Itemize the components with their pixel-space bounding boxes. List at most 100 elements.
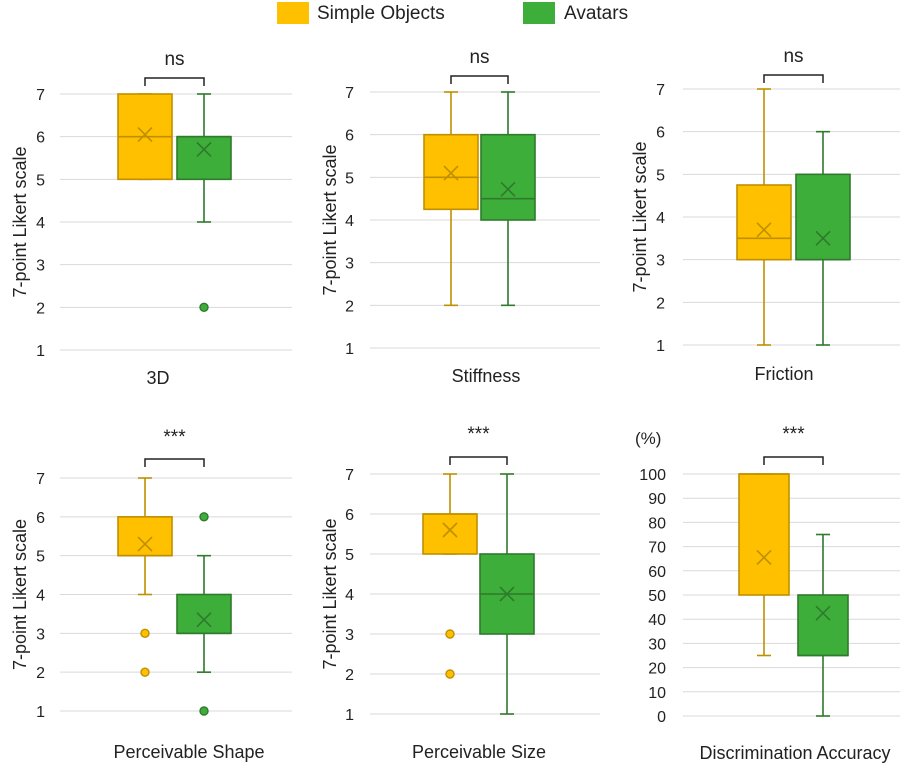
y-tick-label: 70	[648, 540, 666, 557]
panel-title: 3D	[146, 368, 169, 388]
mean-marker	[196, 612, 212, 628]
mean-marker	[137, 536, 153, 552]
box-avatars	[176, 512, 232, 716]
panel-2: 1 2 3 4 5 6 7 7-point Likert scale Friction ns	[630, 46, 900, 384]
mean-marker	[443, 165, 459, 181]
box-simple-objects	[422, 473, 478, 679]
y-tick-label: 1	[345, 707, 354, 724]
legend-label-avatars: Avatars	[564, 3, 628, 24]
significance-bracket	[763, 456, 824, 465]
outlier-point	[199, 512, 209, 522]
box-avatars	[795, 130, 851, 346]
mean-marker	[500, 181, 516, 197]
iqr-box	[422, 513, 478, 555]
outlier-point	[445, 629, 455, 639]
mean-marker	[815, 230, 831, 246]
y-tick-label: 2	[656, 295, 665, 312]
legend-label-simple-objects: Simple Objects	[317, 3, 445, 24]
y-tick-label: 3	[345, 627, 354, 644]
mean-marker	[815, 605, 831, 621]
panel-0: 1 2 3 4 5 6 7 7-point Likert scale 3D ns	[10, 49, 292, 388]
box-avatars	[176, 93, 232, 313]
significance-bracket	[144, 77, 205, 86]
y-axis-title: 7-point Likert scale	[320, 144, 340, 295]
outlier-point	[199, 302, 209, 313]
iqr-box	[795, 173, 851, 261]
y-tick-label: 10	[648, 685, 666, 702]
panel-title: Perceivable Size	[412, 742, 546, 762]
box-simple-objects	[736, 88, 792, 346]
y-tick-label: 30	[648, 636, 666, 653]
y-tick-label: 3	[656, 253, 665, 270]
y-tick-label: 1	[656, 338, 665, 355]
significance-bracket	[763, 74, 824, 83]
panel-3: 1 2 3 4 5 6 7 7-point Likert scale Perceivable S…	[10, 427, 292, 762]
panel-4: 1 2 3 4 5 6 7 7-point Likert scale Perceivable S…	[320, 424, 600, 762]
y-tick-label: 4	[36, 588, 45, 605]
y-tick-label: 6	[345, 507, 354, 524]
panel-title: Discrimination Accuracy	[699, 743, 890, 763]
mean-marker	[756, 222, 772, 238]
significance-label: ns	[469, 47, 489, 68]
legend-swatch-simple-objects	[277, 2, 309, 24]
significance-label: ***	[467, 424, 490, 445]
box-simple-objects	[738, 473, 790, 657]
panel-title: Friction	[754, 364, 813, 384]
y-tick-label: 90	[648, 491, 666, 508]
mean-marker	[196, 141, 212, 158]
y-tick-label: 4	[656, 210, 665, 227]
y-tick-label: 7	[36, 471, 45, 488]
iqr-box	[176, 593, 232, 635]
box-simple-objects	[117, 93, 173, 181]
panel-title: Stiffness	[452, 366, 521, 386]
y-tick-label: 5	[36, 172, 45, 189]
y-tick-label: 6	[36, 130, 45, 147]
mean-marker	[499, 586, 515, 602]
iqr-box	[797, 594, 849, 657]
box-avatars	[479, 473, 535, 715]
y-tick-label: 1	[36, 704, 45, 721]
outlier-point	[199, 706, 209, 716]
y-axis-title: 7-point Likert scale	[10, 146, 30, 297]
significance-label: ns	[164, 49, 184, 70]
significance-label: ***	[782, 424, 805, 445]
y-unit-label: (%)	[635, 429, 661, 448]
y-tick-label: 6	[656, 125, 665, 142]
y-tick-label: 5	[345, 547, 354, 564]
box-avatars	[797, 533, 849, 717]
y-tick-label: 5	[345, 170, 354, 187]
box-avatars	[480, 91, 536, 307]
significance-label: ns	[783, 46, 803, 67]
iqr-box	[117, 516, 173, 557]
y-tick-label: 6	[345, 128, 354, 145]
significance-label: ***	[163, 427, 186, 448]
y-tick-label: 4	[36, 215, 45, 232]
y-tick-label: 5	[656, 167, 665, 184]
y-tick-label: 5	[36, 549, 45, 566]
panel-5: 0 10 20 30 40 50 60 70 80 90 100 (%) Discrimination …	[635, 424, 900, 763]
y-tick-label: 2	[36, 300, 45, 317]
y-tick-label: 4	[345, 587, 354, 604]
outlier-point	[140, 667, 150, 677]
y-axis-title: 7-point Likert scale	[10, 519, 30, 670]
legend-swatch-avatars	[523, 2, 555, 24]
iqr-box	[176, 135, 232, 181]
y-tick-label: 2	[345, 667, 354, 684]
y-tick-label: 7	[345, 85, 354, 102]
outlier-point	[445, 669, 455, 679]
y-axis-title: 7-point Likert scale	[320, 518, 340, 669]
y-tick-label: 3	[36, 258, 45, 275]
y-tick-label: 3	[36, 626, 45, 643]
iqr-box	[480, 133, 536, 221]
y-tick-label: 4	[345, 213, 354, 230]
y-tick-label: 1	[36, 343, 45, 360]
significance-bracket	[449, 456, 508, 465]
outlier-point	[140, 628, 150, 639]
y-tick-label: 100	[639, 467, 666, 484]
iqr-box	[736, 184, 792, 261]
mean-marker	[756, 549, 772, 566]
y-axis-title: 7-point Likert scale	[630, 141, 650, 292]
significance-bracket	[144, 458, 205, 467]
y-tick-label: 6	[36, 510, 45, 527]
mean-marker	[137, 126, 153, 143]
